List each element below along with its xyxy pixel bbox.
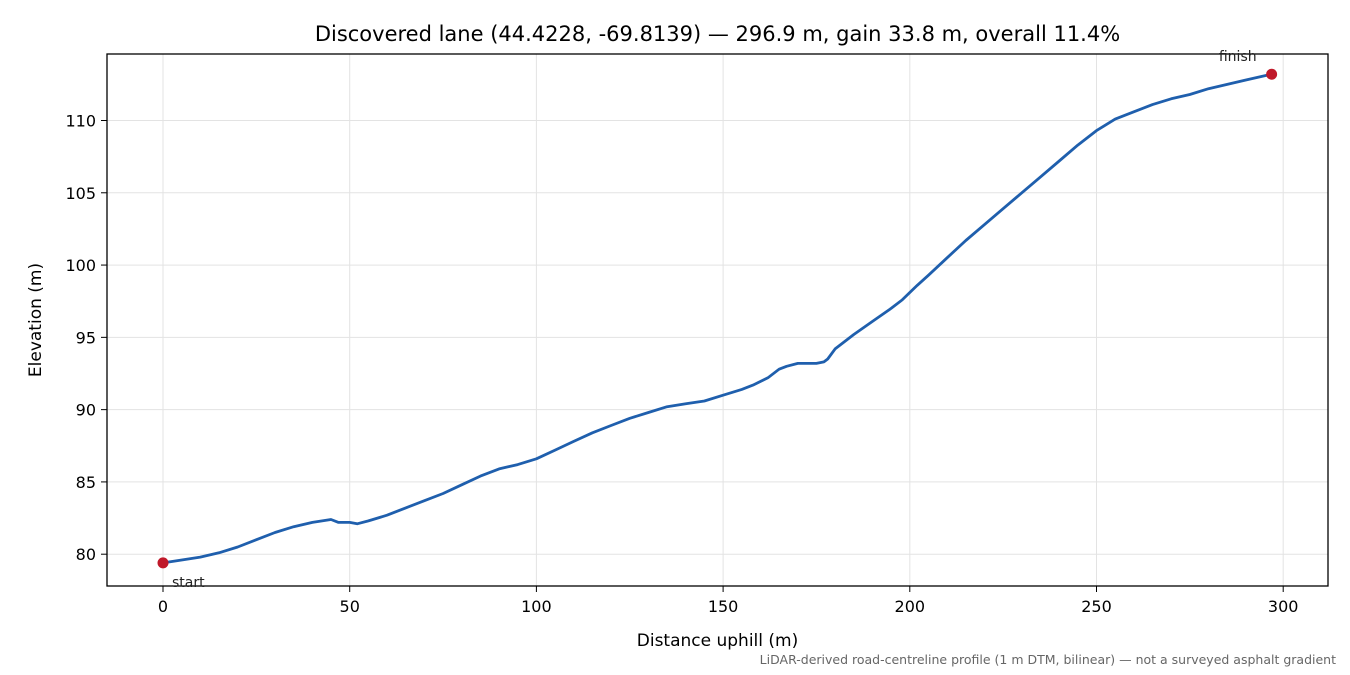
- y-tick-label: 85: [76, 473, 96, 492]
- y-tick-label: 80: [76, 545, 96, 564]
- elevation-profile-line: [161, 72, 1273, 565]
- chart-footnote: LiDAR-derived road-centreline profile (1…: [759, 652, 1336, 667]
- start-label: start: [172, 575, 205, 591]
- y-axis-label: Elevation (m): [26, 263, 46, 377]
- axis-ticks: 0 50 100 150 200 250 300 80 85 90 95 100 105 110: [65, 112, 1298, 617]
- x-tick-label: 250: [1081, 597, 1112, 616]
- y-tick-label: 100: [65, 256, 96, 275]
- plot-frame: [106, 53, 1329, 587]
- x-tick-label: 150: [708, 597, 739, 616]
- start-marker: [157, 557, 169, 569]
- finish-marker: [1266, 68, 1278, 80]
- x-tick-label: 0: [158, 597, 168, 616]
- x-tick-label: 300: [1268, 597, 1299, 616]
- y-tick-label: 90: [76, 401, 96, 420]
- y-tick-label: 95: [76, 328, 96, 347]
- finish-label: finish: [1219, 49, 1257, 65]
- x-tick-label: 50: [340, 597, 360, 616]
- y-tick-label: 105: [65, 184, 96, 203]
- x-tick-label: 100: [521, 597, 552, 616]
- x-tick-label: 200: [895, 597, 926, 616]
- x-axis-label: Distance uphill (m): [637, 631, 798, 651]
- chart-title: Discovered lane (44.4228, -69.8139) — 29…: [315, 22, 1120, 46]
- series-layer: [161, 72, 1273, 565]
- markers-layer: start finish: [157, 49, 1278, 591]
- y-tick-label: 110: [65, 112, 96, 131]
- grid: [107, 54, 1328, 586]
